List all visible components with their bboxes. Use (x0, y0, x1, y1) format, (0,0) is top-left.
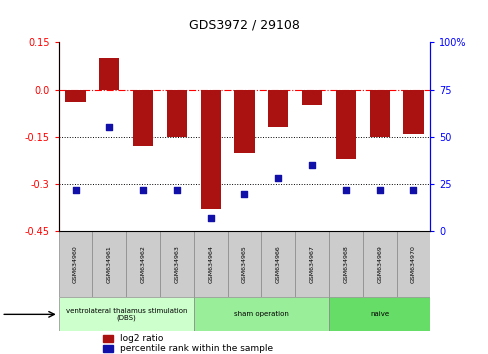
Point (307, 162, 315, 168)
Point (341, 187, 349, 193)
Point (105, 125, 113, 130)
Bar (166, 90, 187, 137)
Bar (301, 90, 322, 105)
Bar (369, 90, 389, 137)
Bar (200, 90, 221, 209)
FancyBboxPatch shape (227, 231, 261, 297)
Text: GSM634968: GSM634968 (343, 245, 347, 283)
FancyBboxPatch shape (295, 231, 328, 297)
Point (72, 187, 80, 193)
Text: GSM634961: GSM634961 (107, 245, 112, 283)
Text: GSM634962: GSM634962 (141, 245, 145, 283)
Text: GSM634965: GSM634965 (242, 245, 246, 283)
Point (408, 187, 416, 193)
Bar (267, 90, 288, 127)
Bar (335, 90, 355, 159)
FancyBboxPatch shape (328, 231, 362, 297)
FancyBboxPatch shape (59, 231, 92, 297)
Text: GSM634960: GSM634960 (73, 245, 78, 283)
Bar (403, 90, 423, 134)
Point (375, 187, 383, 193)
Text: GSM634963: GSM634963 (174, 245, 179, 283)
Text: GSM634967: GSM634967 (309, 245, 314, 283)
Text: sham operation: sham operation (233, 312, 288, 317)
Text: GSM634969: GSM634969 (376, 245, 381, 283)
Point (206, 215, 214, 221)
Text: GSM634970: GSM634970 (410, 245, 415, 283)
FancyBboxPatch shape (396, 231, 429, 297)
FancyBboxPatch shape (362, 231, 396, 297)
Text: ventrolateral thalamus stimulation
(DBS): ventrolateral thalamus stimulation (DBS) (65, 308, 186, 321)
Bar (65, 90, 85, 102)
FancyBboxPatch shape (92, 231, 126, 297)
Text: GSM634966: GSM634966 (275, 245, 280, 283)
Bar (103, 345, 112, 352)
Bar (103, 335, 112, 342)
Text: log2 ratio: log2 ratio (120, 333, 163, 343)
Point (274, 176, 282, 181)
FancyBboxPatch shape (59, 297, 193, 331)
FancyBboxPatch shape (193, 297, 328, 331)
FancyBboxPatch shape (126, 231, 160, 297)
Point (139, 187, 147, 193)
Bar (99, 58, 119, 90)
FancyBboxPatch shape (193, 231, 227, 297)
FancyBboxPatch shape (261, 231, 295, 297)
Point (173, 187, 181, 193)
Text: percentile rank within the sample: percentile rank within the sample (120, 344, 273, 353)
FancyBboxPatch shape (160, 231, 193, 297)
Bar (133, 90, 153, 146)
Bar (234, 90, 254, 153)
Point (240, 191, 248, 196)
FancyBboxPatch shape (328, 297, 429, 331)
Text: naive: naive (369, 312, 388, 317)
Text: GDS3972 / 29108: GDS3972 / 29108 (189, 18, 299, 31)
Text: GSM634964: GSM634964 (208, 245, 213, 283)
